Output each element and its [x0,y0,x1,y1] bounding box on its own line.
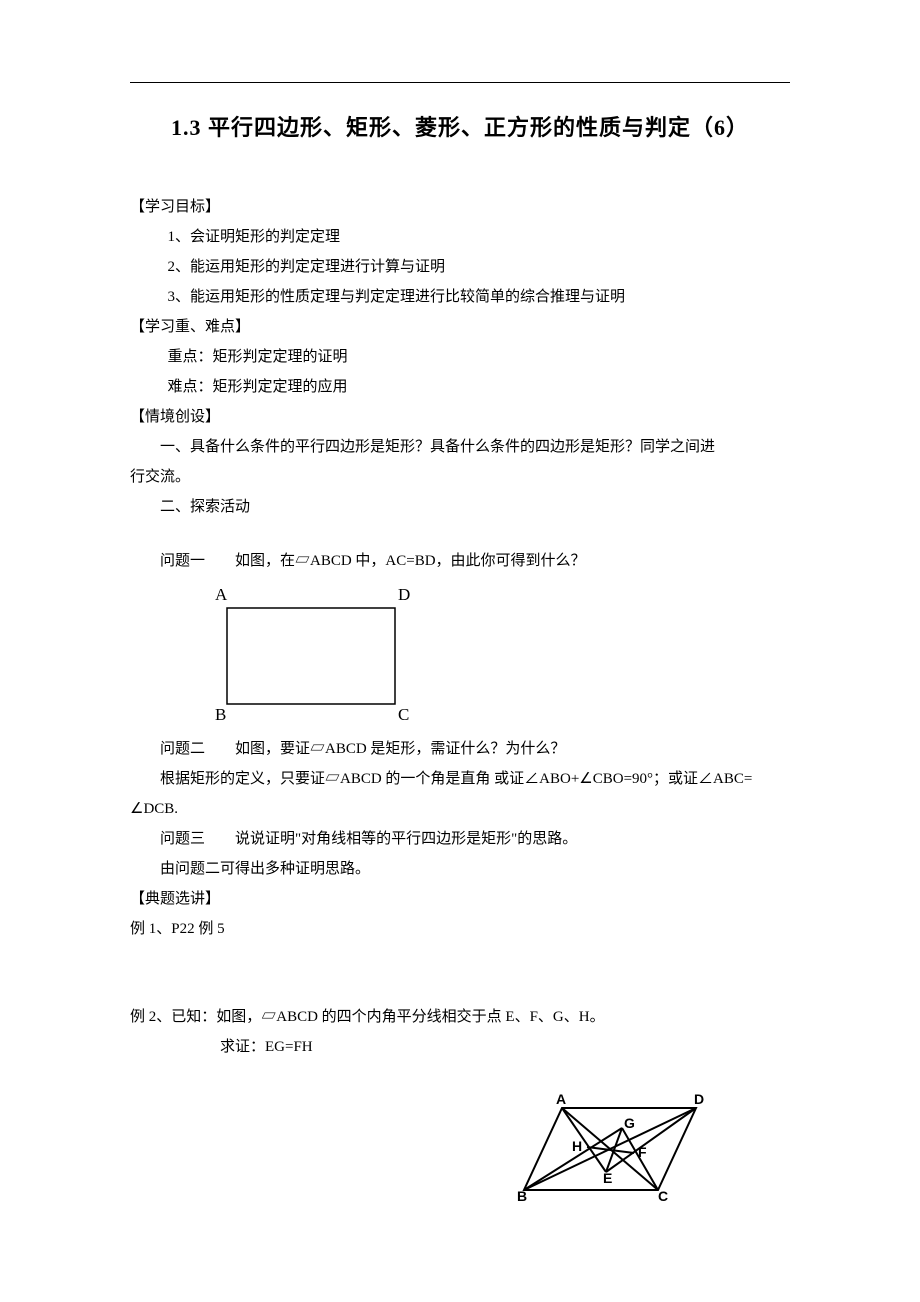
focus-heading: 【学习重、难点】 [130,312,790,342]
context-line-1b: 行交流。 [130,462,790,492]
context-line-1: 一、具备什么条件的平行四边形是矩形？具备什么条件的四边形是矩形？同学之间进 [130,432,790,462]
label-d: D [398,585,410,605]
focus-item-2: 难点：矩形判定定理的应用 [130,372,790,402]
goal-item-2: 2、能运用矩形的判定定理进行计算与证明 [130,252,790,282]
example-1: 例 1、P22 例 5 [130,914,790,944]
goal-item-1: 1、会证明矩形的判定定理 [130,222,790,252]
focus-item-1: 重点：矩形判定定理的证明 [130,342,790,372]
label-g: G [624,1115,635,1131]
label-e: E [603,1170,612,1186]
figure-rectangle-abcd: A D B C [205,586,415,724]
rectangle-svg [205,586,415,724]
question-3: 问题三 说说证明"对角线相等的平行四边形是矩形"的思路。 [130,824,790,854]
context-heading: 【情境创设】 [130,402,790,432]
figure-parallelogram-abcd: A D B C G H F E [510,1094,710,1202]
example-2: 例 2、已知：如图，▱ABCD 的四个内角平分线相交于点 E、F、G、H。 [130,1002,790,1032]
label-h: H [572,1138,582,1154]
label-a: A [215,585,227,605]
question-1: 问题一 如图，在▱ABCD 中，AC=BD，由此你可得到什么？ [130,546,790,576]
question-2-body-1: 根据矩形的定义，只要证▱ABCD 的一个角是直角 或证∠ABO+∠CBO=90°… [130,764,790,794]
label-f: F [638,1144,647,1160]
label-d2: D [694,1091,704,1107]
question-3-body: 由问题二可得出多种证明思路。 [130,854,790,884]
goal-item-3: 3、能运用矩形的性质定理与判定定理进行比较简单的综合推理与证明 [130,282,790,312]
question-2-body-2: ∠DCB. [130,794,790,824]
label-b: B [215,705,226,725]
label-c: C [398,705,409,725]
label-b2: B [517,1188,527,1204]
goals-heading: 【学习目标】 [130,192,790,222]
label-c2: C [658,1188,668,1204]
question-2: 问题二 如图，要证▱ABCD 是矩形，需证什么？为什么？ [130,734,790,764]
header-rule [130,82,790,83]
example-2-sub: 求证：EG=FH [130,1032,790,1062]
label-a2: A [556,1091,566,1107]
examples-heading: 【典题选讲】 [130,884,790,914]
context-line-2: 二、探索活动 [130,492,790,522]
page-title: 1.3 平行四边形、矩形、菱形、正方形的性质与判定（6） [130,110,790,142]
